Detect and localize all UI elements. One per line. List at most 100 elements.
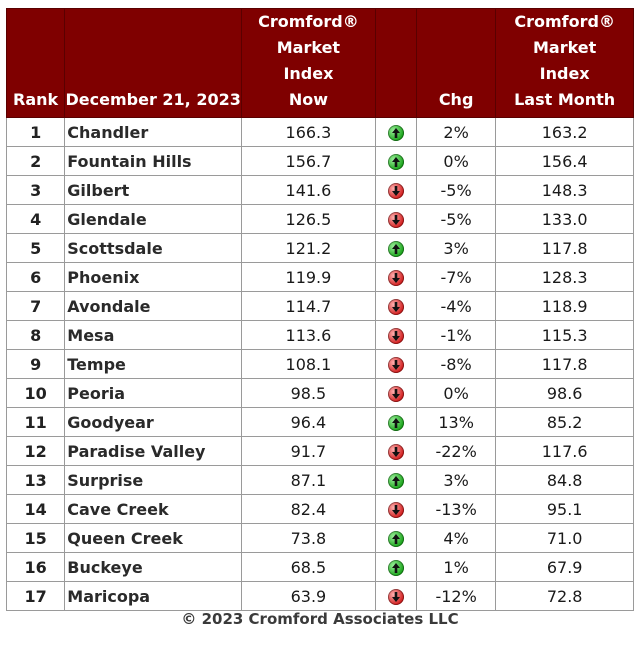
index-now-cell: 141.6 xyxy=(241,175,376,205)
header-rank: Rank xyxy=(5,8,66,118)
index-now-cell: 73.8 xyxy=(241,523,376,553)
table-row: 12 Paradise Valley 91.7 -22% 117.6 xyxy=(5,436,634,466)
city-name-cell: Mesa xyxy=(64,320,243,350)
direction-cell xyxy=(374,494,417,524)
table-row: 6 Phoenix 119.9 -7% 128.3 xyxy=(5,262,634,292)
arrow-down-icon xyxy=(387,183,404,199)
direction-cell xyxy=(374,465,417,495)
header-last-line: Index xyxy=(539,64,590,83)
index-last-month-cell: 95.1 xyxy=(495,494,634,524)
direction-cell xyxy=(374,436,417,466)
rank-cell: 16 xyxy=(5,552,66,582)
arrow-down-icon xyxy=(387,328,404,344)
table-row: 17 Maricopa 63.9 -12% 72.8 xyxy=(5,581,634,611)
header-index-now: Cromford® Market Index Now xyxy=(241,8,376,118)
index-now-cell: 121.2 xyxy=(241,233,376,263)
change-cell: -13% xyxy=(415,494,497,524)
table-row: 7 Avondale 114.7 -4% 118.9 xyxy=(5,291,634,321)
table-row: 8 Mesa 113.6 -1% 115.3 xyxy=(5,320,634,350)
rank-cell: 15 xyxy=(5,523,66,553)
table-row: 4 Glendale 126.5 -5% 133.0 xyxy=(5,204,634,234)
direction-cell xyxy=(374,262,417,292)
index-now-cell: 91.7 xyxy=(241,436,376,466)
index-last-month-cell: 85.2 xyxy=(495,407,634,437)
arrow-down-icon xyxy=(387,444,404,460)
rank-cell: 13 xyxy=(5,465,66,495)
index-last-month-cell: 148.3 xyxy=(495,175,634,205)
table-row: 9 Tempe 108.1 -8% 117.8 xyxy=(5,349,634,379)
direction-cell xyxy=(374,552,417,582)
city-name-cell: Fountain Hills xyxy=(64,146,243,176)
arrow-down-icon xyxy=(387,357,404,373)
city-name-cell: Glendale xyxy=(64,204,243,234)
arrow-down-icon xyxy=(387,270,404,286)
table-row: 16 Buckeye 68.5 1% 67.9 xyxy=(5,552,634,582)
change-cell: 1% xyxy=(415,552,497,582)
rank-cell: 1 xyxy=(5,117,66,147)
arrow-down-icon xyxy=(387,386,404,402)
index-last-month-cell: 98.6 xyxy=(495,378,634,408)
city-name-cell: Buckeye xyxy=(64,552,243,582)
index-now-cell: 108.1 xyxy=(241,349,376,379)
rank-cell: 14 xyxy=(5,494,66,524)
arrow-down-icon xyxy=(387,589,404,605)
rank-cell: 17 xyxy=(5,581,66,611)
index-now-cell: 96.4 xyxy=(241,407,376,437)
change-cell: -22% xyxy=(415,436,497,466)
table-row: 14 Cave Creek 82.4 -13% 95.1 xyxy=(5,494,634,524)
arrow-up-icon xyxy=(387,473,404,489)
arrow-down-icon xyxy=(387,212,404,228)
rank-cell: 2 xyxy=(5,146,66,176)
change-cell: 13% xyxy=(415,407,497,437)
rank-cell: 10 xyxy=(5,378,66,408)
arrow-up-icon xyxy=(387,415,404,431)
table-row: 5 Scottsdale 121.2 3% 117.8 xyxy=(5,233,634,263)
header-last-line: Last Month xyxy=(514,90,616,109)
arrow-up-icon xyxy=(387,560,404,576)
index-last-month-cell: 156.4 xyxy=(495,146,634,176)
index-now-cell: 82.4 xyxy=(241,494,376,524)
index-last-month-cell: 84.8 xyxy=(495,465,634,495)
table-row: 1 Chandler 166.3 2% 163.2 xyxy=(5,117,634,147)
city-name-cell: Avondale xyxy=(64,291,243,321)
direction-cell xyxy=(374,146,417,176)
header-now-line: Now xyxy=(288,90,328,109)
direction-cell xyxy=(374,407,417,437)
index-now-cell: 113.6 xyxy=(241,320,376,350)
city-name-cell: Chandler xyxy=(64,117,243,147)
direction-cell xyxy=(374,233,417,263)
city-name-cell: Paradise Valley xyxy=(64,436,243,466)
index-last-month-cell: 117.8 xyxy=(495,349,634,379)
direction-cell xyxy=(374,117,417,147)
index-last-month-cell: 118.9 xyxy=(495,291,634,321)
index-now-cell: 114.7 xyxy=(241,291,376,321)
change-cell: -5% xyxy=(415,204,497,234)
table-body: 1 Chandler 166.3 2% 163.2 2 Fountain Hil… xyxy=(5,117,634,611)
city-name-cell: Tempe xyxy=(64,349,243,379)
change-cell: -7% xyxy=(415,262,497,292)
change-cell: 0% xyxy=(415,146,497,176)
rank-cell: 12 xyxy=(5,436,66,466)
index-last-month-cell: 67.9 xyxy=(495,552,634,582)
rank-cell: 7 xyxy=(5,291,66,321)
change-cell: -12% xyxy=(415,581,497,611)
index-now-cell: 87.1 xyxy=(241,465,376,495)
change-cell: -1% xyxy=(415,320,497,350)
arrow-down-icon xyxy=(387,502,404,518)
rank-cell: 5 xyxy=(5,233,66,263)
rank-cell: 6 xyxy=(5,262,66,292)
direction-cell xyxy=(374,378,417,408)
arrow-down-icon xyxy=(387,299,404,315)
table-row: 15 Queen Creek 73.8 4% 71.0 xyxy=(5,523,634,553)
direction-cell xyxy=(374,349,417,379)
rank-cell: 8 xyxy=(5,320,66,350)
index-last-month-cell: 72.8 xyxy=(495,581,634,611)
change-cell: 4% xyxy=(415,523,497,553)
index-now-cell: 156.7 xyxy=(241,146,376,176)
city-name-cell: Gilbert xyxy=(64,175,243,205)
arrow-up-icon xyxy=(387,125,404,141)
table-row: 3 Gilbert 141.6 -5% 148.3 xyxy=(5,175,634,205)
direction-cell xyxy=(374,581,417,611)
index-last-month-cell: 163.2 xyxy=(495,117,634,147)
city-name-cell: Phoenix xyxy=(64,262,243,292)
